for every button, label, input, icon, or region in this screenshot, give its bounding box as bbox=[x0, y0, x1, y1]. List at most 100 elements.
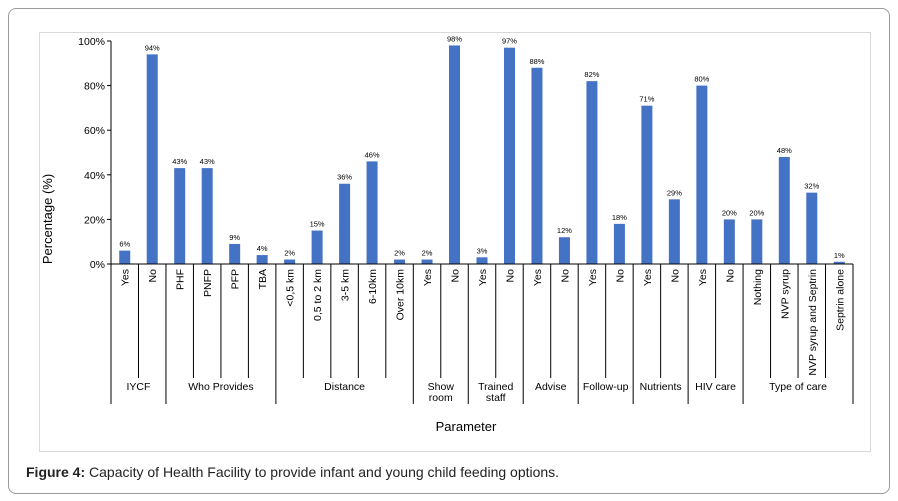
bar bbox=[806, 192, 818, 264]
category-label: Yes bbox=[587, 269, 599, 286]
group-label: staff bbox=[486, 392, 506, 404]
category-label: Yes bbox=[642, 269, 654, 286]
bar bbox=[723, 219, 735, 264]
bar bbox=[503, 47, 515, 264]
y-axis-title: Percentage (%) bbox=[40, 174, 55, 264]
category-label: PNFP bbox=[202, 269, 214, 297]
data-label: 88% bbox=[529, 57, 544, 66]
category-label: Over 10km bbox=[395, 269, 407, 321]
data-label: 3% bbox=[477, 246, 488, 255]
bar bbox=[201, 168, 213, 264]
data-label: 4% bbox=[257, 244, 268, 253]
data-label: 1% bbox=[834, 251, 845, 260]
group-label: Show bbox=[428, 381, 455, 393]
bar bbox=[586, 81, 598, 264]
y-tick-label: 60% bbox=[84, 125, 105, 137]
data-label: 82% bbox=[584, 70, 599, 79]
category-label: Yes bbox=[477, 269, 489, 286]
category-label: No bbox=[669, 269, 681, 283]
data-label: 29% bbox=[667, 188, 682, 197]
y-axis: 0% 20% 40% 60% 80% 100% bbox=[78, 36, 112, 271]
category-label: <0,5 km bbox=[285, 269, 297, 307]
data-label: 18% bbox=[612, 213, 627, 222]
data-labels: 6% 94% 43% 43% 9% 4% 2% 15% 36% 46% 2% 2% 98% 3% 97% 88… bbox=[119, 34, 845, 259]
group-label: Type of care bbox=[769, 381, 827, 393]
bar bbox=[641, 105, 653, 264]
data-label: 20% bbox=[749, 208, 764, 217]
bar bbox=[229, 243, 241, 264]
category-label: Nothing bbox=[752, 269, 764, 305]
y-tick-label: 80% bbox=[84, 81, 105, 93]
bar bbox=[531, 67, 543, 264]
bar bbox=[751, 219, 763, 264]
category-label: No bbox=[724, 269, 736, 283]
category-label: No bbox=[559, 269, 571, 283]
category-label: 3-5 km bbox=[340, 269, 352, 301]
category-label: No bbox=[614, 269, 626, 283]
bar bbox=[668, 199, 680, 264]
category-label: PFP bbox=[230, 269, 242, 289]
data-label: 9% bbox=[229, 233, 240, 242]
group-label: Trained bbox=[478, 381, 513, 393]
data-label: 94% bbox=[145, 43, 160, 52]
category-label: No bbox=[504, 269, 516, 283]
group-label: IYCF bbox=[127, 381, 151, 393]
bar bbox=[284, 259, 296, 264]
caption-label: Figure 4: bbox=[26, 464, 86, 480]
bar bbox=[558, 237, 570, 264]
data-label: 98% bbox=[447, 34, 462, 43]
bar bbox=[449, 45, 461, 265]
bar bbox=[476, 257, 488, 264]
group-label: Distance bbox=[324, 381, 365, 393]
group-label: room bbox=[429, 392, 453, 404]
bar bbox=[421, 259, 433, 264]
data-label: 71% bbox=[639, 95, 654, 104]
data-label: 80% bbox=[694, 75, 709, 84]
category-label: PHF bbox=[175, 269, 187, 290]
group-label: Nutrients bbox=[640, 381, 682, 393]
category-label: NVP syrup bbox=[779, 269, 791, 319]
category-label: Yes bbox=[532, 269, 544, 286]
category-label: TBA bbox=[257, 269, 269, 289]
category-label: No bbox=[147, 269, 159, 283]
data-label: 46% bbox=[365, 150, 380, 159]
data-label: 97% bbox=[502, 37, 517, 46]
bar bbox=[613, 223, 625, 264]
y-tick-label: 20% bbox=[84, 214, 105, 226]
data-label: 2% bbox=[394, 249, 405, 258]
y-tick-label: 100% bbox=[78, 36, 105, 48]
category-label: Yes bbox=[697, 269, 709, 286]
category-label: 6-10km bbox=[367, 269, 379, 304]
bar bbox=[696, 85, 708, 264]
category-label: Septrin alone bbox=[834, 269, 846, 331]
group-label: Advise bbox=[535, 381, 567, 393]
bar bbox=[394, 259, 406, 264]
bars bbox=[119, 45, 845, 265]
data-label: 12% bbox=[557, 226, 572, 235]
category-label: Yes bbox=[422, 269, 434, 286]
category-label: No bbox=[450, 269, 462, 283]
y-tick-label: 40% bbox=[84, 170, 105, 182]
group-label: Who Provides bbox=[188, 381, 253, 393]
bar bbox=[119, 250, 131, 264]
bar bbox=[256, 255, 268, 264]
data-label: 48% bbox=[777, 146, 792, 155]
data-label: 6% bbox=[119, 240, 130, 249]
figure-caption: Figure 4: Capacity of Health Facility to… bbox=[26, 464, 559, 480]
category-label: Yes bbox=[120, 269, 132, 286]
x-axis: Yes No PHF PNFP PFP TBA <0,5 km 0,5 to 2 km 3-5 … bbox=[110, 263, 854, 404]
caption-text: Capacity of Health Facility to provide i… bbox=[85, 464, 560, 480]
data-label: 43% bbox=[200, 157, 215, 166]
data-label: 32% bbox=[804, 182, 819, 191]
category-label: NVP syrup and Septrin bbox=[807, 269, 819, 376]
bar bbox=[146, 54, 158, 264]
bar bbox=[174, 168, 186, 264]
y-tick-label: 0% bbox=[90, 259, 105, 271]
bar bbox=[311, 230, 323, 264]
data-label: 15% bbox=[310, 220, 325, 229]
group-label: HIV care bbox=[695, 381, 736, 393]
bar bbox=[833, 261, 845, 264]
bar bbox=[778, 156, 790, 264]
bar bbox=[366, 161, 378, 264]
